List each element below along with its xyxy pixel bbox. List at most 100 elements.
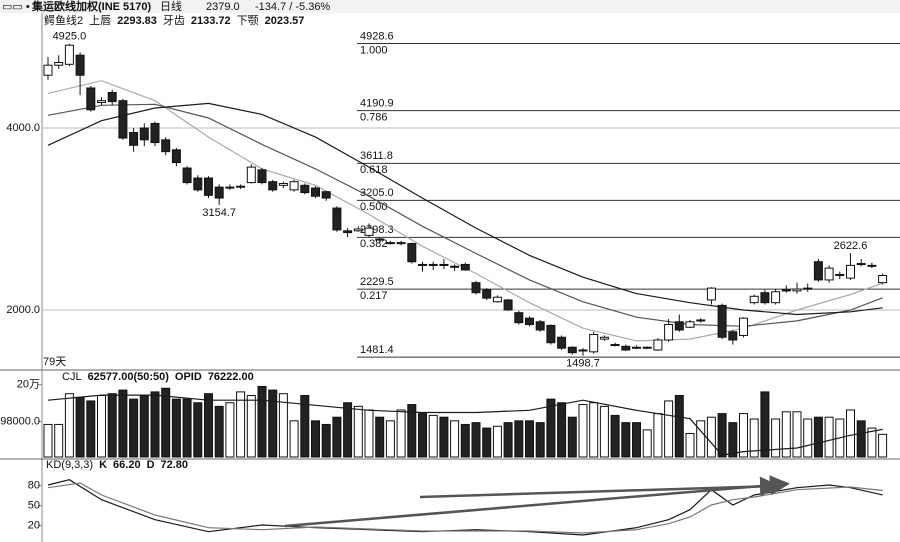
candle-body	[482, 289, 492, 299]
fib-ratio: 0.217	[360, 290, 388, 302]
legend-name: 牙齿	[163, 14, 185, 27]
volume-bar	[139, 395, 149, 458]
candle-body	[557, 336, 567, 349]
candle-body	[674, 321, 684, 331]
volume-bar	[246, 395, 256, 458]
volume-bar	[739, 413, 748, 458]
candle-body	[182, 167, 192, 184]
candle-body	[54, 61, 64, 66]
last-price: 2379.0	[206, 1, 240, 13]
window-icon[interactable]: ▭▭ •	[2, 1, 30, 13]
volume-bar	[632, 422, 641, 458]
arrow	[419, 476, 780, 499]
candle-body	[878, 274, 888, 284]
candle-body	[632, 346, 641, 349]
price-annotation: 2622.6	[834, 240, 868, 252]
volume-bar	[150, 391, 160, 458]
indicator-title: CJL	[62, 371, 82, 383]
price-annotation: 3154.7	[202, 207, 236, 219]
volume-bar	[696, 420, 706, 458]
volume-bar	[803, 418, 813, 458]
candle-body	[492, 296, 502, 303]
candle-body	[332, 207, 342, 231]
candle-body	[867, 264, 877, 267]
line	[47, 482, 883, 534]
candle-body	[321, 191, 331, 199]
candle-body	[311, 187, 320, 197]
candle-body	[118, 100, 128, 139]
candle-body	[268, 181, 278, 191]
volume-bar	[225, 402, 235, 458]
volume-bar	[64, 393, 74, 458]
volume-bar	[396, 409, 406, 458]
volume-bar	[86, 400, 96, 458]
volume-bar	[567, 416, 577, 458]
volume-bar	[418, 413, 427, 458]
volume-bar	[771, 418, 781, 458]
volume-bar	[717, 413, 727, 458]
candle-body	[599, 336, 609, 340]
volume-bar	[428, 414, 438, 458]
candle-body	[86, 87, 96, 111]
volume-bar	[300, 395, 310, 458]
candle-body	[824, 267, 834, 281]
candle-body	[225, 186, 235, 189]
candle-body	[161, 139, 171, 153]
volume-bar	[353, 405, 363, 458]
fib-price: 1481.4	[360, 344, 394, 356]
candle-body	[236, 185, 246, 188]
legend-value: 66.20	[113, 459, 141, 471]
volume-bar	[375, 416, 385, 458]
y-tick-label: 20	[28, 520, 40, 532]
indicator-title: KD(9,3,3)	[46, 459, 93, 471]
candle-body	[589, 334, 599, 353]
volume-bar	[407, 404, 417, 458]
line	[47, 394, 883, 456]
y-tick-label: 2000.0	[6, 304, 40, 316]
candle-body	[813, 261, 823, 281]
volume-bar	[75, 396, 85, 458]
volume-bar	[236, 391, 246, 458]
candle-body	[396, 242, 406, 245]
candle-body	[781, 289, 791, 292]
fib-price: 4190.9	[360, 98, 394, 110]
candle-body	[278, 182, 288, 186]
volume-bar	[728, 422, 738, 458]
volume-bar	[161, 387, 171, 458]
header-bar	[0, 0, 900, 13]
fib-price: 2229.5	[360, 276, 394, 288]
volume-bar	[118, 389, 128, 458]
candle-body	[364, 227, 374, 236]
candle-body	[835, 273, 845, 276]
volume-bar	[129, 398, 139, 458]
volume-bar	[856, 420, 866, 458]
legend-name: OPID	[175, 371, 202, 383]
volume-bar	[450, 420, 460, 458]
legend-value: 76222.00	[208, 371, 254, 383]
volume-bar	[589, 402, 599, 458]
y-tick-label: 50	[28, 500, 40, 512]
volume-bar	[642, 429, 652, 458]
volume-bar	[43, 423, 53, 458]
volume-bar	[107, 393, 117, 458]
candle-body	[706, 287, 716, 301]
instrument-title[interactable]: 集运欧线加权(INE 5170)	[31, 0, 152, 13]
candle-body	[546, 324, 556, 344]
fib-price: 4928.6	[360, 30, 394, 42]
volume-bar	[257, 385, 267, 458]
legend-value: 2023.57	[265, 15, 305, 27]
period[interactable]: 日线	[160, 0, 182, 13]
volume-bar	[482, 427, 492, 458]
fib-ratio: 1.000	[360, 44, 388, 56]
y-tick-label: 80	[28, 480, 40, 492]
volume-bar	[182, 398, 192, 458]
candle-body	[771, 291, 781, 304]
fib-ratio: 0.382	[360, 238, 388, 250]
volume-bar	[792, 411, 802, 458]
legend-value: 2293.83	[117, 15, 157, 27]
volume-bar	[878, 433, 888, 458]
candle-body	[728, 331, 738, 341]
volume-bar	[557, 402, 567, 458]
candle-body	[610, 344, 620, 347]
